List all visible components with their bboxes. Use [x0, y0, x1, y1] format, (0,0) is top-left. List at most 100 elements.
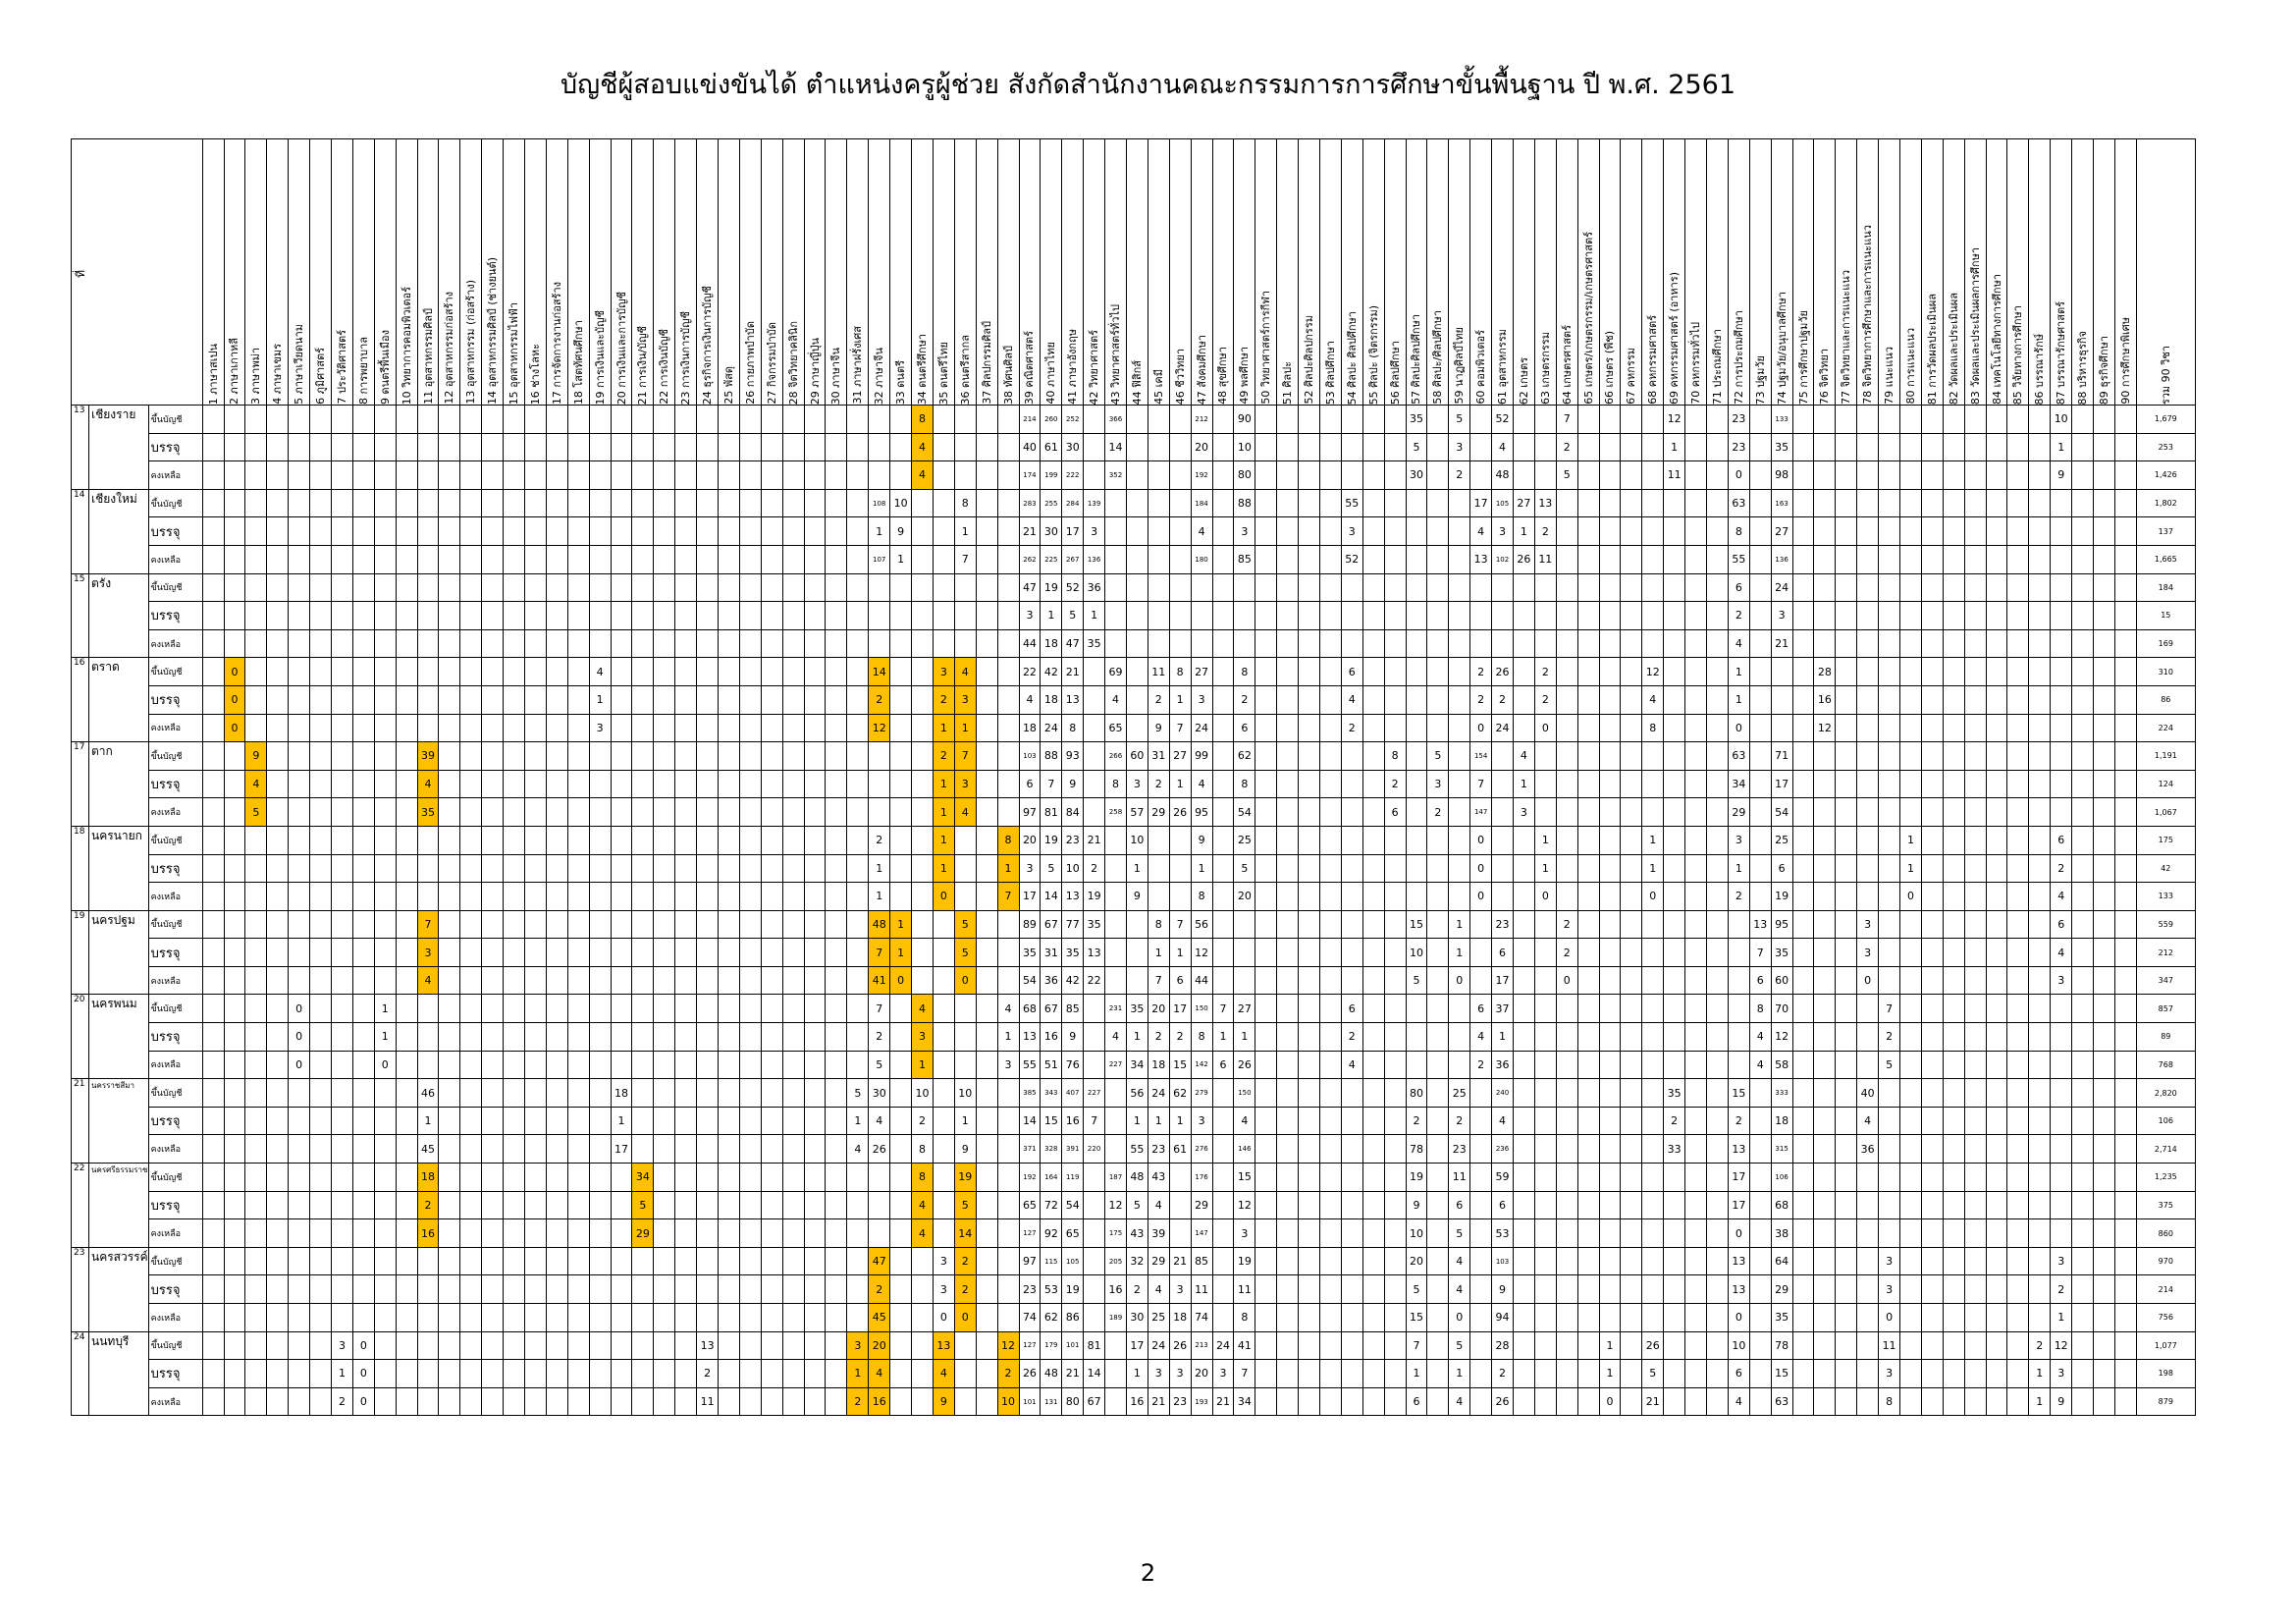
value-cell: [803, 1274, 827, 1304]
value-cell: [266, 1106, 290, 1136]
value-cell: [2006, 572, 2030, 603]
value-cell: [459, 713, 483, 743]
value-cell: [1576, 938, 1600, 967]
value-cell: [738, 1134, 762, 1164]
value-cell: 57: [1125, 797, 1148, 827]
value-cell: 262: [1018, 544, 1041, 574]
value-cell: [610, 1022, 633, 1052]
subject-header-label: 31 ภาษาฝรั่งเศส: [851, 326, 865, 405]
value-cell: [1963, 825, 1987, 855]
value-cell: 1: [1190, 853, 1213, 884]
value-cell: [503, 965, 526, 996]
value-cell: [1318, 572, 1342, 603]
value-cell: 5: [1405, 432, 1428, 462]
value-cell: 10: [2050, 405, 2073, 434]
value-cell: [309, 544, 332, 574]
value-cell: [1362, 601, 1385, 630]
value-cell: [1512, 1163, 1535, 1192]
value-cell: 21: [1083, 825, 1106, 855]
value-cell: 1: [1083, 601, 1106, 630]
value-cell: [438, 516, 461, 546]
value-cell: [416, 432, 440, 462]
value-cell: [395, 1106, 418, 1136]
value-cell: [610, 797, 633, 827]
value-cell: [2071, 572, 2095, 603]
value-cell: [803, 1359, 827, 1388]
value-cell: 1: [889, 938, 913, 967]
value-cell: [1791, 601, 1815, 630]
value-cell: [1878, 657, 1901, 686]
value-cell: [1405, 882, 1428, 911]
value-cell: 17: [1770, 769, 1793, 799]
subject-header: 87 บรรณารักษศาสตร์: [2050, 138, 2073, 406]
value-cell: [975, 1163, 998, 1192]
value-cell: 1: [1491, 1022, 1514, 1052]
value-cell: [1168, 825, 1192, 855]
value-cell: [223, 797, 246, 827]
value-cell: [2028, 405, 2052, 434]
value-cell: [674, 572, 698, 603]
value-cell: 63: [1770, 1386, 1793, 1417]
value-cell: 11: [1878, 1330, 1901, 1361]
value-cell: [696, 432, 720, 462]
value-cell: 52: [1491, 405, 1514, 434]
subject-header: 55 ศิลปะ (จิตรกรรม): [1362, 138, 1385, 406]
value-cell: [1684, 1303, 1707, 1332]
value-cell: 2: [1469, 684, 1493, 715]
value-cell: [1985, 741, 2008, 771]
value-cell: 0: [288, 1050, 311, 1080]
value-cell: [696, 769, 720, 799]
total-cell: 137: [2135, 516, 2196, 546]
value-cell: [1298, 488, 1320, 518]
value-cell: [911, 909, 934, 940]
value-cell: [975, 1050, 998, 1080]
value-cell: 43: [1125, 1218, 1148, 1248]
value-cell: [588, 516, 612, 546]
value-cell: [1598, 713, 1622, 743]
value-cell: [2028, 769, 2052, 799]
value-cell: [1276, 994, 1300, 1024]
value-cell: [416, 684, 440, 715]
province-name: เชียงใหม่: [88, 488, 149, 574]
value-cell: [889, 1218, 913, 1248]
value-cell: [503, 684, 526, 715]
value-cell: [738, 1106, 762, 1136]
value-cell: [674, 684, 698, 715]
value-cell: [1255, 1359, 1278, 1388]
value-cell: [1835, 825, 1858, 855]
value-cell: [674, 1218, 698, 1248]
value-cell: [395, 1078, 418, 1108]
value-cell: [825, 544, 848, 574]
value-cell: [201, 1050, 225, 1080]
value-cell: [1168, 1218, 1192, 1248]
value-cell: [351, 601, 375, 630]
value-cell: [1083, 460, 1106, 490]
value-cell: [1555, 628, 1578, 659]
value-cell: [1920, 1022, 1944, 1052]
value-cell: [1706, 1359, 1729, 1388]
value-cell: [738, 488, 762, 518]
value-cell: [416, 1386, 440, 1417]
value-cell: [1298, 797, 1320, 827]
value-cell: [975, 657, 998, 686]
value-cell: [1985, 628, 2008, 659]
total-cell: 89: [2135, 1022, 2196, 1052]
row-label: คงเหลือ: [147, 1386, 203, 1417]
value-cell: [781, 1274, 805, 1304]
value-cell: 1: [1125, 853, 1148, 884]
value-cell: [610, 544, 633, 574]
subject-header: 16 ช่างโลหะ: [524, 138, 547, 406]
value-cell: [244, 1078, 268, 1108]
value-cell: 69: [1104, 657, 1127, 686]
value-cell: [1298, 1274, 1320, 1304]
value-cell: [781, 713, 805, 743]
value-cell: [1878, 1218, 1901, 1248]
value-cell: [1748, 1274, 1772, 1304]
subject-header-label: 27 กิจกรรมบำบัด: [765, 322, 778, 405]
value-cell: [1318, 1330, 1342, 1361]
value-cell: [803, 432, 827, 462]
value-cell: [1426, 1303, 1450, 1332]
value-cell: [631, 516, 655, 546]
value-cell: [2093, 938, 2115, 967]
value-cell: [1878, 853, 1901, 884]
